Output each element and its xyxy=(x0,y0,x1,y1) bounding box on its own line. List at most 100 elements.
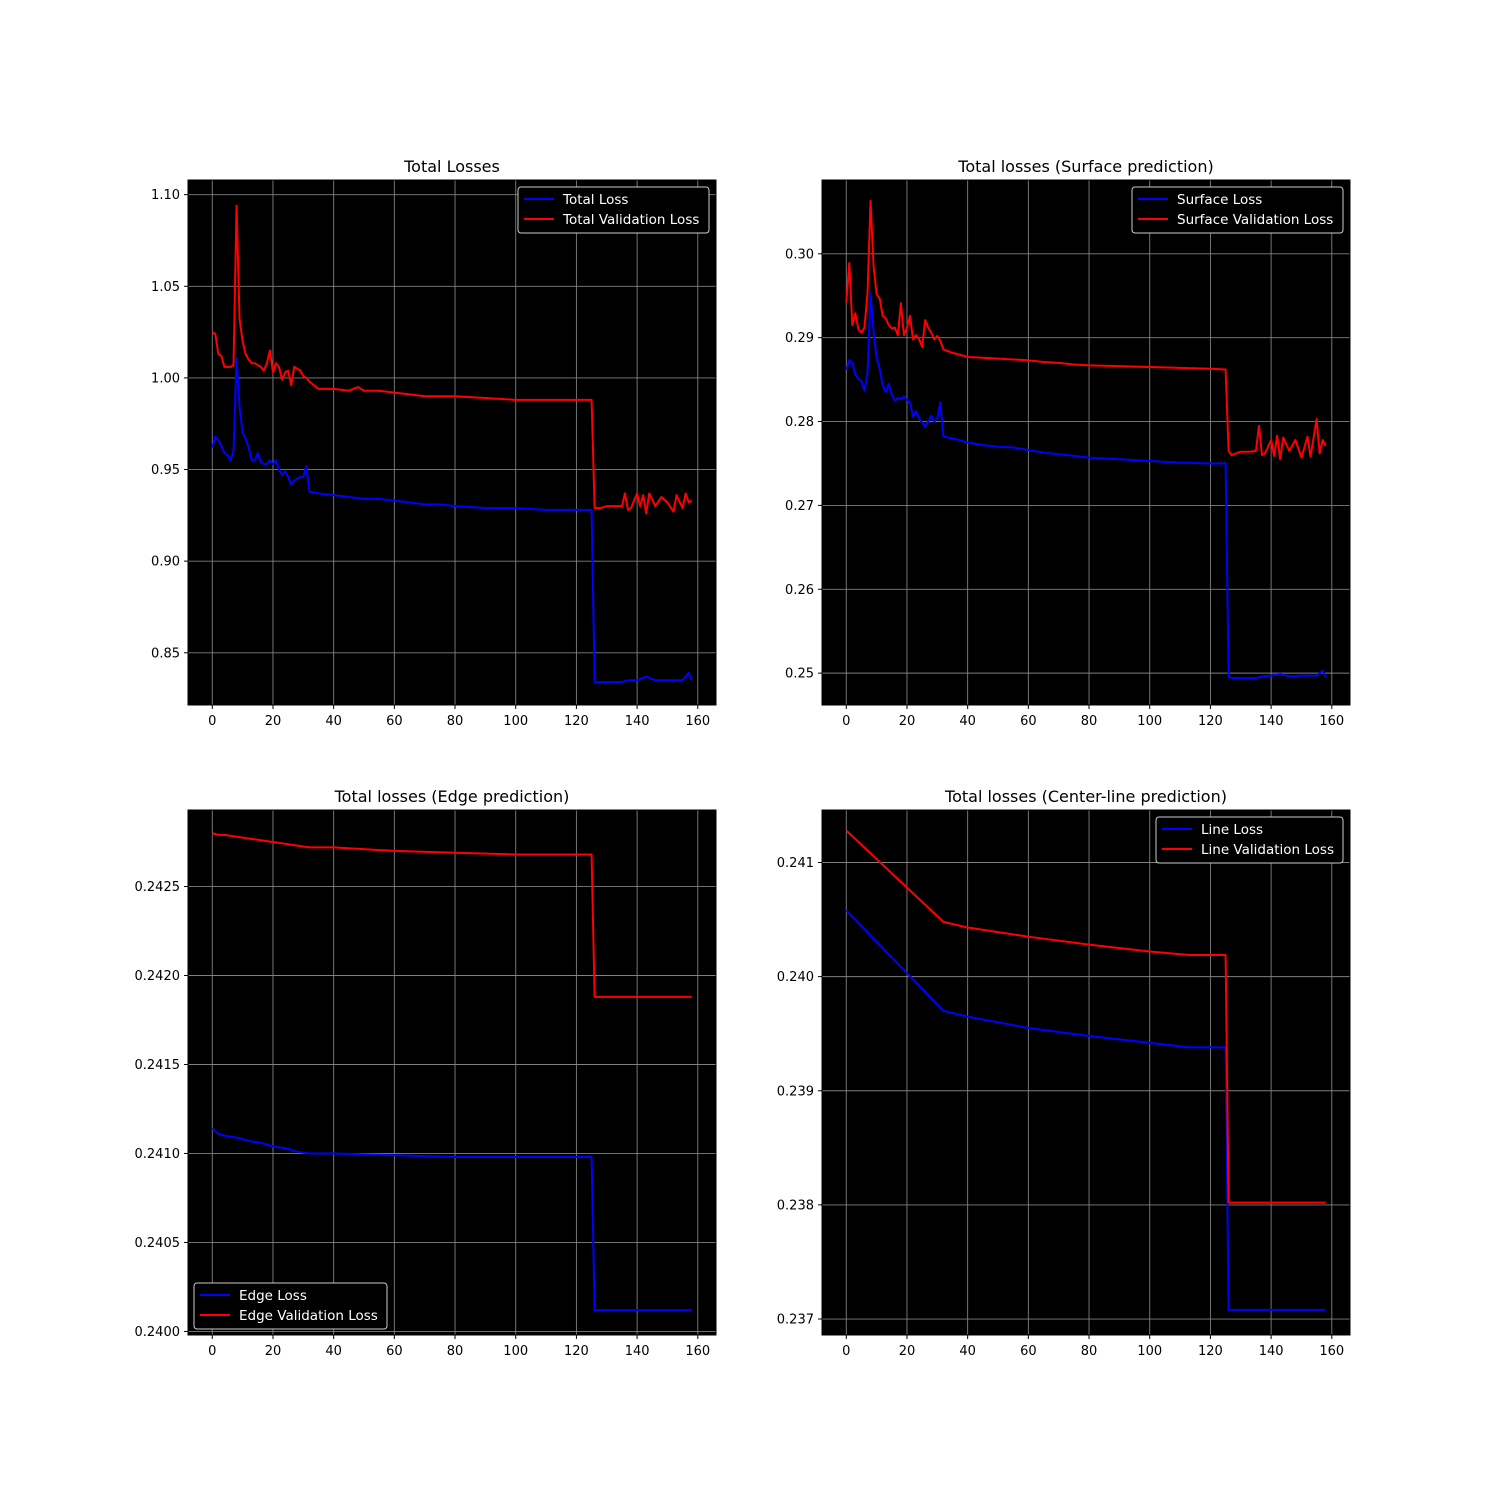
x-tick-label: 100 xyxy=(1137,714,1162,729)
legend-label: Total Validation Loss xyxy=(562,212,699,228)
plot-area xyxy=(822,180,1350,705)
x-tick-label: 80 xyxy=(447,714,464,729)
series-line-surface-loss xyxy=(845,292,1327,680)
x-tick-label: 60 xyxy=(1020,714,1037,729)
legend-box xyxy=(517,186,710,234)
legend: Edge Loss Edge Validation Loss xyxy=(193,1282,388,1330)
y-tick-label: 0.27 xyxy=(785,499,814,514)
x-tick-label: 100 xyxy=(1137,1344,1162,1359)
x-tick-label: 20 xyxy=(265,1344,282,1359)
x-tick-label: 160 xyxy=(685,714,710,729)
chart-panel-3: 0 20 40 60 80 100 120 140 160 0.2400 0.2405 0.2410 0… xyxy=(135,787,717,1359)
series-line-edge-validation-loss xyxy=(211,832,692,998)
axes-frame xyxy=(821,809,1351,1336)
legend-box xyxy=(1131,186,1344,234)
x-tick-label: 160 xyxy=(1319,714,1344,729)
series-line-line-validation-loss xyxy=(845,829,1326,1204)
series-line-line-loss xyxy=(845,909,1326,1311)
y-tick-label: 0.28 xyxy=(785,415,814,430)
y-tick-label: 0.238 xyxy=(777,1198,814,1213)
legend-label: Surface Loss xyxy=(1177,192,1262,208)
legend: Total Loss Total Validation Loss xyxy=(517,186,710,234)
plot-area xyxy=(188,180,716,705)
y-tick-label: 0.90 xyxy=(151,555,180,570)
legend: Surface Loss Surface Validation Loss xyxy=(1131,186,1344,234)
x-tick-label: 160 xyxy=(1319,1344,1344,1359)
x-tick-label: 120 xyxy=(1198,1344,1223,1359)
y-tick-label: 0.240 xyxy=(777,970,814,985)
series-line-edge-loss xyxy=(211,1127,692,1312)
y-tick-label: 0.2405 xyxy=(135,1236,181,1251)
chart-title: Total losses (Edge prediction) xyxy=(334,787,570,806)
x-tick-label: 140 xyxy=(1259,714,1284,729)
x-tick-label: 40 xyxy=(325,714,342,729)
y-tick-label: 0.2420 xyxy=(135,969,181,984)
x-tick-label: 0 xyxy=(842,714,850,729)
y-tick-label: 0.26 xyxy=(785,583,814,598)
x-tick-label: 100 xyxy=(503,714,528,729)
y-tick-label: 0.29 xyxy=(785,331,814,346)
series-line-total-validation-loss xyxy=(211,204,693,515)
x-tick-label: 0 xyxy=(208,1344,216,1359)
x-tick-label: 140 xyxy=(625,714,650,729)
chart-panel-1: 0 20 40 60 80 100 120 140 160 0.85 0.90 0.95 1.00 1.0… xyxy=(151,157,717,729)
legend-label: Edge Validation Loss xyxy=(239,1308,378,1324)
y-tick-label: 0.241 xyxy=(777,856,814,871)
legend-label: Line Loss xyxy=(1201,822,1263,838)
axes-frame xyxy=(821,179,1351,706)
x-tick-label: 60 xyxy=(1020,1344,1037,1359)
x-tick-label: 80 xyxy=(447,1344,464,1359)
y-tick-label: 0.237 xyxy=(777,1313,814,1328)
y-tick-label: 0.2400 xyxy=(135,1325,181,1340)
x-tick-label: 40 xyxy=(959,1344,976,1359)
x-tick-label: 20 xyxy=(899,714,916,729)
y-tick-label: 0.2425 xyxy=(135,880,181,895)
x-tick-label: 140 xyxy=(1259,1344,1284,1359)
x-tick-label: 120 xyxy=(564,1344,589,1359)
axes-frame xyxy=(187,809,717,1336)
legend-label: Line Validation Loss xyxy=(1201,842,1334,858)
y-tick-label: 0.95 xyxy=(151,463,180,478)
legend-box xyxy=(193,1282,388,1330)
chart-panel-2: 0 20 40 60 80 100 120 140 160 0.25 0.26 0.27 0.28 0.2… xyxy=(785,157,1351,729)
chart-title: Total losses (Center-line prediction) xyxy=(944,787,1227,806)
legend-label: Edge Loss xyxy=(239,1288,307,1304)
y-tick-label: 0.239 xyxy=(777,1084,814,1099)
legend-label: Total Loss xyxy=(562,192,628,208)
y-tick-label: 0.2410 xyxy=(135,1147,181,1162)
x-tick-label: 20 xyxy=(899,1344,916,1359)
series-line-total-loss xyxy=(211,356,693,684)
chart-panel-4: 0 20 40 60 80 100 120 140 160 0.237 0.238 0.239 0.24… xyxy=(777,787,1351,1359)
x-tick-label: 120 xyxy=(1198,714,1223,729)
axes-frame xyxy=(187,179,717,706)
series-line-surface-validation-loss xyxy=(845,199,1327,461)
x-tick-label: 80 xyxy=(1081,1344,1098,1359)
x-tick-label: 140 xyxy=(625,1344,650,1359)
x-tick-label: 60 xyxy=(386,1344,403,1359)
y-tick-label: 0.30 xyxy=(785,247,814,262)
y-tick-label: 1.10 xyxy=(151,188,180,203)
x-tick-label: 60 xyxy=(386,714,403,729)
x-tick-label: 120 xyxy=(564,714,589,729)
y-tick-label: 0.25 xyxy=(785,667,814,682)
plot-area xyxy=(188,810,716,1335)
legend: Line Loss Line Validation Loss xyxy=(1155,816,1344,864)
chart-title: Total losses (Surface prediction) xyxy=(957,157,1213,176)
legend-box xyxy=(1155,816,1344,864)
y-tick-label: 0.85 xyxy=(151,646,180,661)
x-tick-label: 80 xyxy=(1081,714,1098,729)
x-tick-label: 0 xyxy=(842,1344,850,1359)
y-tick-label: 0.2415 xyxy=(135,1058,181,1073)
y-tick-label: 1.00 xyxy=(151,371,180,386)
x-tick-label: 20 xyxy=(265,714,282,729)
legend-label: Surface Validation Loss xyxy=(1177,212,1333,228)
x-tick-label: 0 xyxy=(208,714,216,729)
y-tick-label: 1.05 xyxy=(151,280,180,295)
x-tick-label: 40 xyxy=(325,1344,342,1359)
chart-title: Total Losses xyxy=(403,157,500,176)
x-tick-label: 40 xyxy=(959,714,976,729)
plot-area xyxy=(822,810,1350,1335)
x-tick-label: 100 xyxy=(503,1344,528,1359)
x-tick-label: 160 xyxy=(685,1344,710,1359)
